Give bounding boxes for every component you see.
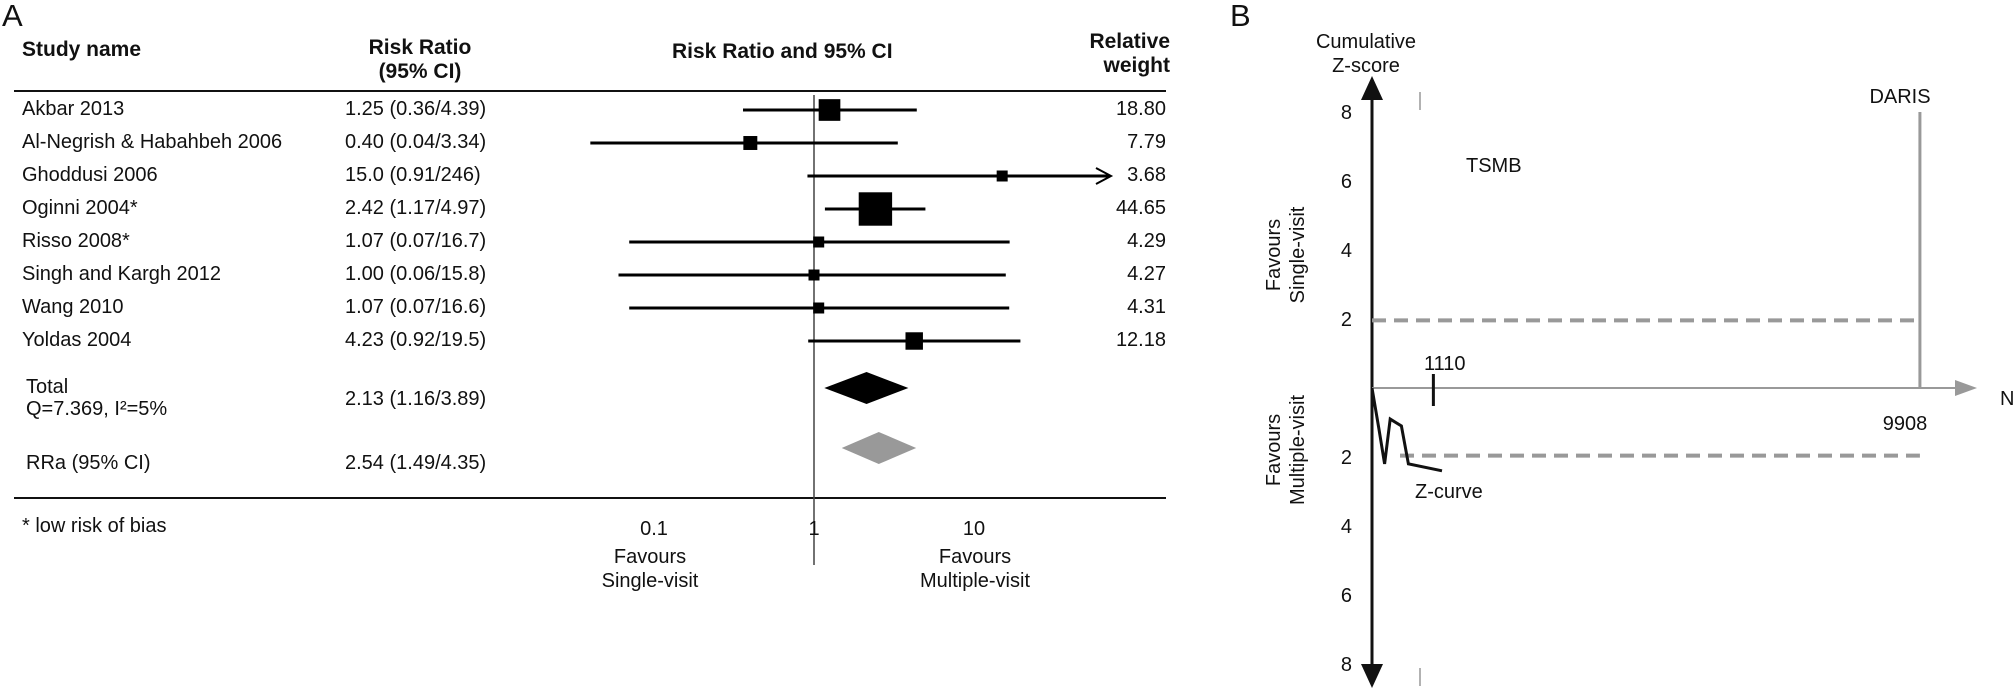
study-name-cell: Wang 2010 [22,296,124,318]
pooled-diamond [841,432,917,464]
study-name-cell: Akbar 2013 [22,98,125,120]
y-tick-label: 8 [1341,102,1352,124]
ci-arrow [1095,167,1114,185]
panel-b-letter: B [1230,0,1251,33]
weight-cell: 12.18 [1115,329,1166,351]
header-risk-ratio-line2: (95% CI) [378,60,462,83]
point-estimate-square [858,192,893,226]
total-label: Total Q=7.369, I²=5% [26,376,167,420]
point-estimate-square [743,136,758,150]
study-name-cell: Al-Negrish & Habahbeh 2006 [22,131,283,153]
cumulative-z-title-line2: Z-score [1332,55,1400,77]
study-name-cell: Yoldas 2004 [22,329,132,351]
risk-ratio-cell: 15.0 (0.91/246) [345,164,481,186]
x-tick-label: 10 [963,518,985,540]
weight-cell: 4.27 [1127,263,1166,285]
y-axis-arrow-down [1361,664,1383,688]
tsmb-label: TSMB [1466,155,1522,177]
total-label-line1: Total [26,376,69,398]
header-study-name: Study name [22,38,142,61]
favours-single-line2: Single-visit [1287,206,1309,303]
risk-ratio-cell: 2.42 (1.17/4.97) [345,197,487,219]
z-curve-line [1370,387,1443,473]
study-name-cell: Risso 2008* [22,230,130,252]
weight-cell: 44.65 [1115,197,1166,219]
favours-single-visit-rotated: Favours Single-visit [1263,206,1309,303]
total-heterogeneity: Q=7.369, I²=5% [26,398,168,420]
panel-a-letter: A [2,0,23,33]
risk-ratio-cell: 1.07 (0.07/16.7) [345,230,487,252]
header-risk-ratio: Risk Ratio (95% CI) [330,36,510,84]
y-tick-label: 2 [1341,447,1352,469]
y-tick-label: 6 [1341,171,1352,193]
point-estimate-square [813,236,825,248]
header-plot-title: Risk Ratio and 95% CI [672,40,893,63]
y-tick-label: 8 [1341,654,1352,676]
favours-multiple-visit: Favours Multiple-visit [885,545,1065,593]
marker-1110-label: 1110 [1424,353,1466,375]
study-name-cell: Ghoddusi 2006 [22,164,158,186]
favours-multiple-visit-rotated: Favours Multiple-visit [1263,395,1309,505]
header-relative-weight: Relative weight [1040,30,1170,78]
favours-single-line1: Favours [1263,219,1285,291]
favours-multiple-line1: Favours [938,546,1012,568]
favours-single-line2: Single-visit [601,570,699,592]
risk-ratio-cell: 0.40 (0.04/3.34) [345,131,487,153]
table-bottom-rule [14,497,1166,499]
favours-multiple-line2: Multiple-visit [919,570,1031,592]
risk-ratio-cell: 1.25 (0.36/4.39) [345,98,487,120]
header-risk-ratio-line1: Risk Ratio [368,36,472,59]
y-tick-label: 4 [1341,516,1352,538]
forest-plot: 0.1 1 10 [590,95,1114,565]
x-axis-label-n: N [2000,388,2014,410]
weight-cell: 4.29 [1127,230,1166,252]
cumulative-z-title-line1: Cumulative [1315,31,1417,53]
risk-ratio-cell: 1.00 (0.06/15.8) [345,263,487,285]
point-estimate-square [996,170,1008,182]
header-weight-line1: Relative [1089,30,1170,53]
rra-label: RRa (95% CI) [26,452,151,474]
y-tick-label: 4 [1341,240,1352,262]
risk-ratio-cell: 1.07 (0.07/16.6) [345,296,487,318]
x-tick-label: 0.1 [640,518,668,540]
point-estimate-square [818,99,841,121]
header-weight-line2: weight [1103,54,1171,77]
daris-value-label: 9908 [1883,413,1928,435]
study-name-cell: Oginni 2004* [22,197,138,219]
weight-cell: 18.80 [1115,98,1166,120]
risk-ratio-cell: 4.23 (0.92/19.5) [345,329,487,351]
footnote: * low risk of bias [22,515,167,537]
point-estimate-square [905,332,923,350]
favours-single-visit: Favours Single-visit [560,545,740,593]
weight-cell: 3.68 [1127,164,1166,186]
y-axis-arrow-up [1361,76,1383,100]
y-tick-label: 6 [1341,585,1352,607]
z-curve-label: Z-curve [1415,481,1483,503]
point-estimate-square [813,302,825,314]
favours-multiple-line2: Multiple-visit [1287,395,1309,505]
x-axis-arrow [1955,380,1977,396]
weight-cell: 4.31 [1127,296,1166,318]
point-estimate-square [808,269,820,281]
daris-label: DARIS [1869,86,1930,108]
cumulative-z-title: Cumulative Z-score [1296,30,1436,78]
weight-cell: 7.79 [1127,131,1166,153]
favours-single-line1: Favours [613,546,687,568]
x-tick-label: 1 [808,518,819,540]
y-tick-label: 2 [1341,309,1352,331]
total-rr-value: 2.13 (1.16/3.89) [345,388,487,410]
rra-rr-value: 2.54 (1.49/4.35) [345,452,487,474]
table-top-rule [14,90,1166,92]
pooled-diamond [824,372,909,404]
favours-multiple-line1: Favours [1263,414,1285,486]
study-name-cell: Singh and Kargh 2012 [22,263,222,285]
